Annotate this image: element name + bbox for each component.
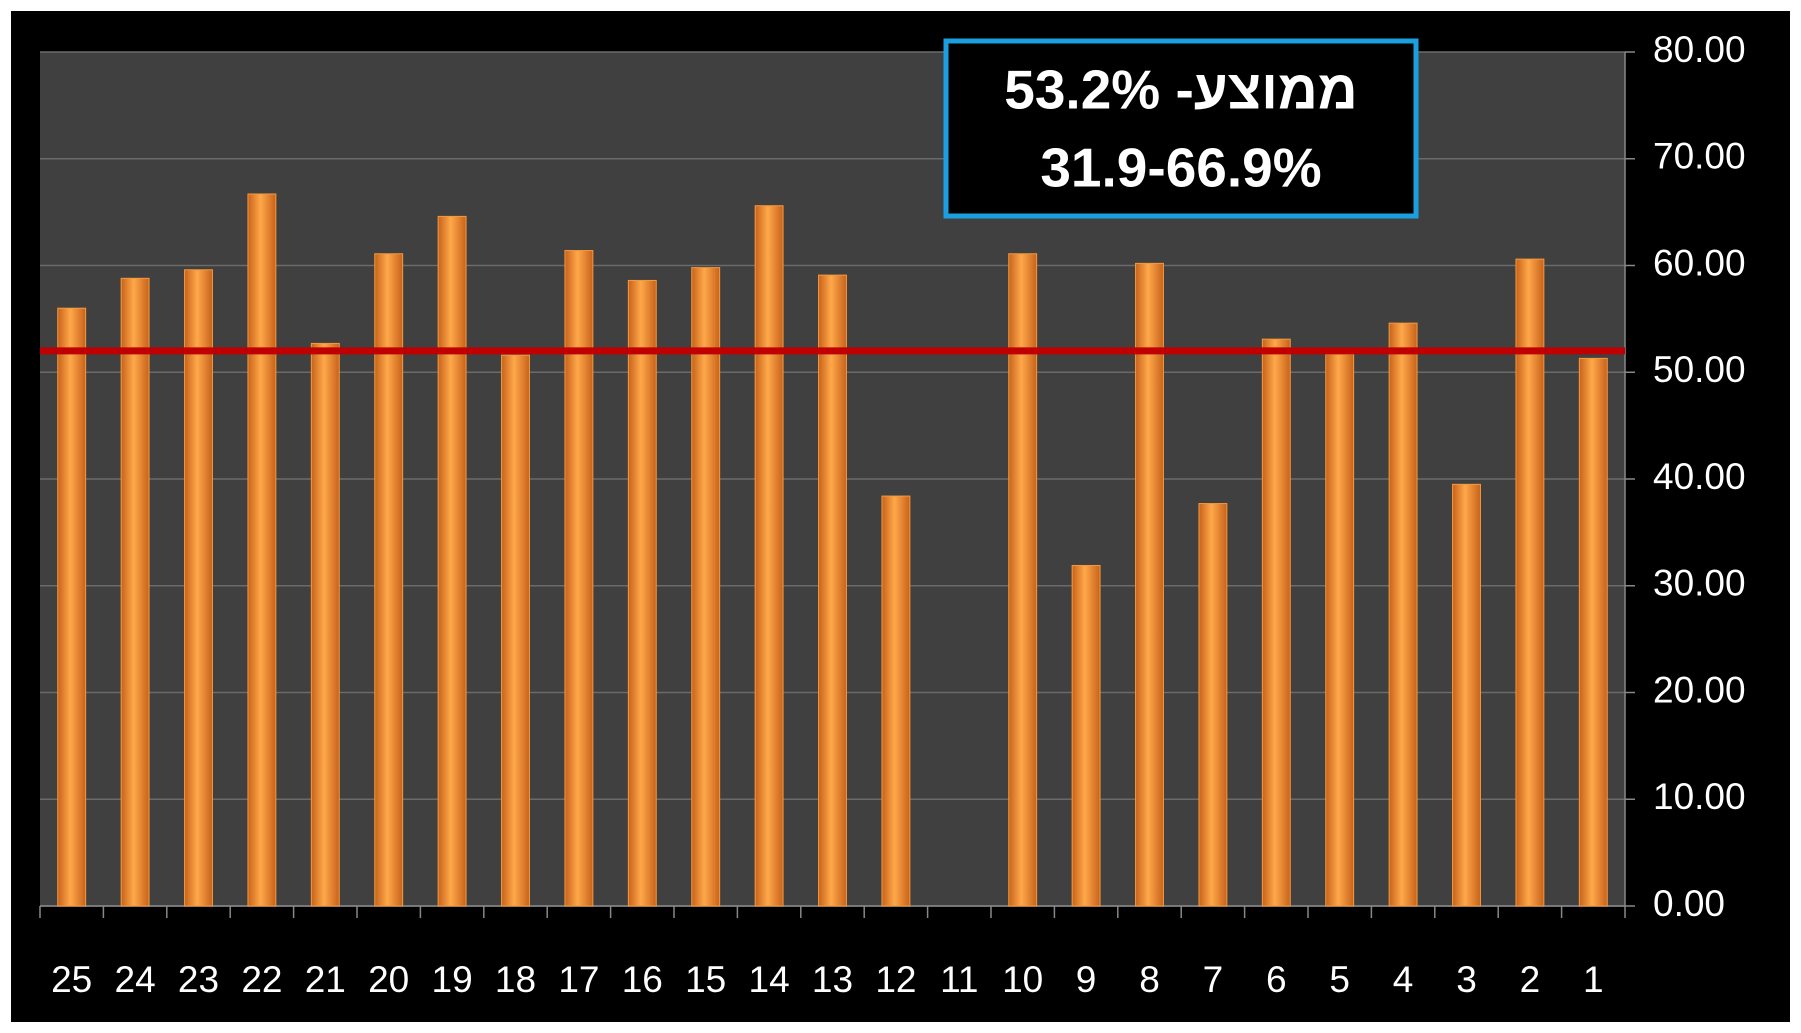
x-tick-label: 9	[1076, 959, 1097, 1000]
bar	[1008, 253, 1038, 907]
bar	[184, 269, 213, 907]
x-tick-label: 22	[241, 959, 282, 1000]
bar	[1198, 503, 1228, 907]
bar	[1071, 564, 1101, 907]
x-tick-label: 2	[1520, 959, 1541, 1000]
x-tick-label: 18	[495, 959, 536, 1000]
y-tick-label: 80.00	[1653, 29, 1746, 70]
bar	[120, 277, 150, 907]
bar	[437, 215, 467, 907]
bar	[310, 342, 340, 907]
x-tick-label: 25	[51, 959, 92, 1000]
bar	[1452, 483, 1481, 907]
x-tick-label: 16	[622, 959, 663, 1000]
x-tick-label: 19	[432, 959, 473, 1000]
x-tick-label: 13	[812, 959, 853, 1000]
x-tick-label: 10	[1002, 959, 1043, 1000]
bar	[881, 495, 911, 907]
y-tick-label: 60.00	[1653, 242, 1746, 283]
bar	[374, 253, 404, 907]
annotation-text: ממוצע- 53.2%	[1004, 59, 1358, 121]
x-tick-label: 17	[558, 959, 599, 1000]
x-tick-label: 6	[1266, 959, 1287, 1000]
bar	[247, 193, 277, 907]
x-tick-label: 1	[1583, 959, 1604, 1000]
x-tick-label: 15	[685, 959, 726, 1000]
x-tick-label: 14	[749, 959, 790, 1000]
bar	[1578, 357, 1608, 907]
x-tick-label: 8	[1139, 959, 1160, 1000]
bar	[1325, 353, 1355, 907]
x-tick-label: 20	[368, 959, 409, 1000]
y-tick-label: 50.00	[1653, 349, 1746, 390]
y-tick-label: 30.00	[1653, 563, 1746, 604]
x-tick-label: 4	[1393, 959, 1414, 1000]
bar	[1515, 258, 1545, 907]
x-tick-label: 3	[1456, 959, 1477, 1000]
x-tick-label: 21	[305, 959, 346, 1000]
y-tick-label: 0.00	[1653, 883, 1725, 924]
x-tick-label: 24	[115, 959, 156, 1000]
x-tick-label: 23	[178, 959, 219, 1000]
bar	[1135, 262, 1164, 907]
bar	[691, 267, 721, 907]
bar	[627, 279, 657, 907]
bar	[57, 307, 87, 907]
y-tick-label: 20.00	[1653, 669, 1746, 710]
bar	[1388, 322, 1418, 907]
x-tick-label: 11	[940, 959, 978, 1000]
bar	[1261, 338, 1291, 907]
y-tick-label: 10.00	[1653, 776, 1746, 817]
bar	[754, 205, 784, 907]
bar	[818, 274, 847, 907]
annotation-text: 31.9-66.9%	[1040, 137, 1321, 199]
x-tick-label: 7	[1203, 959, 1224, 1000]
x-tick-label: 5	[1329, 959, 1350, 1000]
y-tick-label: 70.00	[1653, 136, 1746, 177]
x-tick-label: 12	[875, 959, 916, 1000]
y-tick-label: 40.00	[1653, 456, 1746, 497]
bar	[501, 354, 530, 907]
bar	[564, 250, 594, 907]
annotation-box	[943, 38, 1419, 219]
